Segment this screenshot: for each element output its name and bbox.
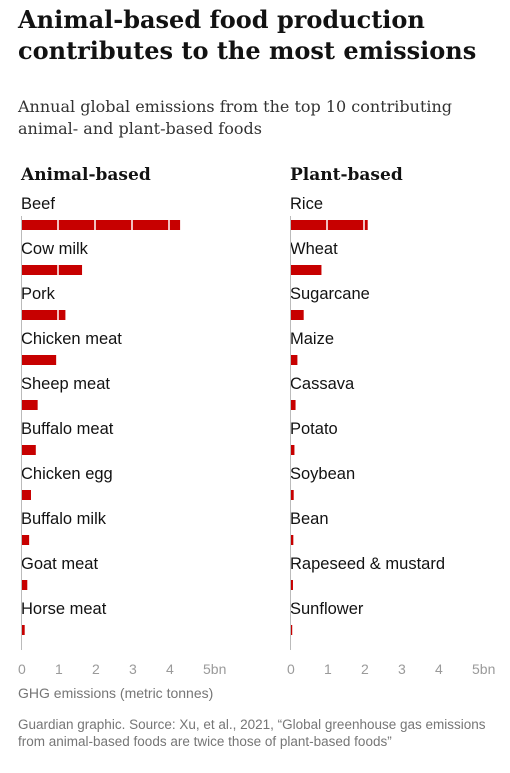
bar-animal-based-4 [21, 400, 38, 410]
bar-plant-based-0 [290, 220, 368, 230]
category-label: Beef [21, 195, 55, 213]
bar-plant-based-2 [290, 310, 304, 320]
category-label: Rice [290, 195, 323, 213]
source-note: Guardian graphic. Source: Xu, et al., 20… [18, 717, 486, 749]
x-tick-label: 5bn [203, 661, 226, 677]
category-label: Buffalo milk [21, 510, 107, 528]
category-label: Chicken egg [21, 465, 113, 483]
bar-animal-based-2 [21, 310, 66, 320]
category-label: Sheep meat [21, 375, 110, 393]
bar-animal-based-1 [21, 265, 83, 275]
category-label: Horse meat [21, 600, 107, 618]
x-tick-label: 3 [398, 661, 406, 677]
bar-charts: Animal-based Beef Cow milk Pork Chicken meat… [18, 165, 495, 677]
bar-plant-based-1 [290, 265, 322, 275]
x-axis-label: GHG emissions (metric tonnes) [18, 685, 214, 701]
bar-plant-based-9 [290, 625, 293, 635]
category-label: Rapeseed & mustard [290, 555, 445, 573]
category-label: Pork [21, 285, 56, 303]
bar-plant-based-5 [290, 445, 295, 455]
category-label: Cassava [290, 375, 355, 393]
x-tick-label: 4 [435, 661, 443, 677]
category-label: Sunflower [290, 600, 364, 618]
x-tick-label: 1 [324, 661, 332, 677]
chart-title: Animal-based food production contributes… [18, 5, 477, 65]
chart-subtitle: Annual global emissions from the top 10 … [18, 97, 453, 138]
bar-animal-based-6 [21, 490, 31, 500]
panel-title-animal-based: Animal-based [20, 165, 151, 185]
bar-plant-based-7 [290, 535, 294, 545]
category-label: Sugarcane [290, 285, 370, 303]
x-tick-label: 5bn [472, 661, 495, 677]
bar-plant-based-6 [290, 490, 294, 500]
category-label: Maize [290, 330, 334, 348]
x-tick-label: 0 [287, 661, 295, 677]
category-label: Goat meat [21, 555, 98, 573]
category-label: Potato [290, 420, 338, 438]
bar-animal-based-5 [21, 445, 36, 455]
bar-plant-based-3 [290, 355, 298, 365]
category-label: Wheat [290, 240, 338, 258]
x-tick-label: 3 [129, 661, 137, 677]
category-label: Buffalo meat [21, 420, 114, 438]
x-tick-label: 0 [18, 661, 26, 677]
x-tick-label: 1 [55, 661, 63, 677]
bar-animal-based-8 [21, 580, 28, 590]
category-label: Chicken meat [21, 330, 122, 348]
bar-plant-based-4 [290, 400, 296, 410]
x-tick-label: 2 [92, 661, 100, 677]
bar-animal-based-9 [21, 625, 25, 635]
x-tick-label: 4 [166, 661, 174, 677]
category-label: Bean [290, 510, 329, 528]
bar-animal-based-3 [21, 355, 57, 365]
panel-title-plant-based: Plant-based [290, 165, 403, 185]
bar-animal-based-0 [21, 220, 181, 230]
bar-animal-based-7 [21, 535, 30, 545]
bar-plant-based-8 [290, 580, 293, 590]
x-tick-label: 2 [361, 661, 369, 677]
category-label: Cow milk [21, 240, 89, 258]
category-label: Soybean [290, 465, 355, 483]
